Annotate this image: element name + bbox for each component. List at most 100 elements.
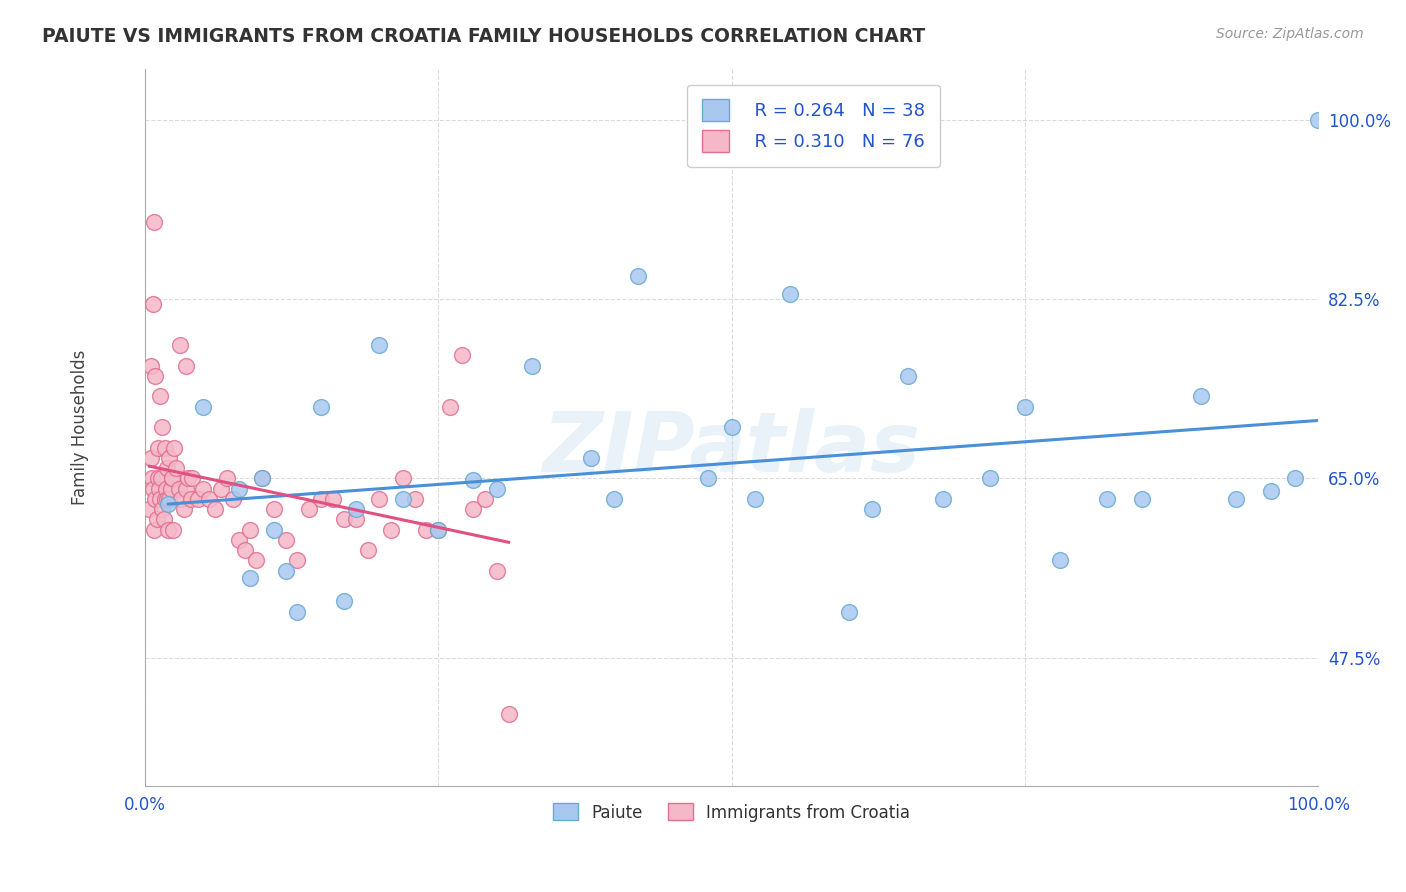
Point <box>157 523 180 537</box>
Point <box>156 491 179 506</box>
Point <box>309 400 332 414</box>
Point <box>150 471 173 485</box>
Point <box>1049 553 1071 567</box>
Point <box>498 707 520 722</box>
Point <box>274 564 297 578</box>
Point <box>744 491 766 506</box>
Point <box>146 471 169 485</box>
Point <box>152 512 174 526</box>
Point <box>1308 112 1330 127</box>
Point <box>159 491 181 506</box>
Point <box>380 523 402 537</box>
Point <box>239 571 262 585</box>
Point <box>860 502 883 516</box>
Text: PAIUTE VS IMMIGRANTS FROM CROATIA FAMILY HOUSEHOLDS CORRELATION CHART: PAIUTE VS IMMIGRANTS FROM CROATIA FAMILY… <box>42 27 925 45</box>
Point <box>141 471 163 485</box>
Point <box>143 368 166 383</box>
Point <box>152 420 174 434</box>
Point <box>474 491 496 506</box>
Point <box>166 461 188 475</box>
Point <box>153 441 176 455</box>
Point <box>896 368 918 383</box>
Point <box>404 491 426 506</box>
Point <box>427 523 450 537</box>
Point <box>139 359 162 373</box>
Point <box>333 512 356 526</box>
Point <box>1014 400 1036 414</box>
Point <box>463 474 485 488</box>
Point <box>233 543 256 558</box>
Point <box>779 287 801 301</box>
Point <box>187 491 209 506</box>
Point <box>263 523 285 537</box>
Point <box>143 491 166 506</box>
Point <box>979 471 1001 485</box>
Point <box>1130 491 1153 506</box>
Point <box>156 461 179 475</box>
Point <box>309 491 332 506</box>
Point <box>603 491 626 506</box>
Point <box>1189 389 1212 403</box>
Legend: Paiute, Immigrants from Croatia: Paiute, Immigrants from Croatia <box>540 790 924 835</box>
Point <box>159 482 181 496</box>
Point <box>368 491 391 506</box>
Point <box>263 502 285 516</box>
Point <box>427 523 450 537</box>
Point <box>142 297 165 311</box>
Point <box>155 482 177 496</box>
Point <box>160 471 183 485</box>
Point <box>485 482 508 496</box>
Point <box>344 502 367 516</box>
Point <box>298 502 321 516</box>
Point <box>368 338 391 352</box>
Point <box>152 502 174 516</box>
Point <box>193 400 215 414</box>
Y-axis label: Family Households: Family Households <box>72 350 89 505</box>
Point <box>720 420 742 434</box>
Point <box>697 471 720 485</box>
Point <box>250 471 273 485</box>
Point <box>209 482 232 496</box>
Point <box>169 338 191 352</box>
Point <box>142 482 165 496</box>
Point <box>163 441 186 455</box>
Point <box>204 502 226 516</box>
Point <box>245 553 267 567</box>
Point <box>149 491 172 506</box>
Point <box>145 512 167 526</box>
Point <box>450 348 472 362</box>
Point <box>139 450 162 465</box>
Point <box>274 533 297 547</box>
Point <box>228 533 250 547</box>
Point <box>167 482 190 496</box>
Point <box>149 389 172 403</box>
Point <box>1225 491 1247 506</box>
Point <box>415 523 437 537</box>
Point <box>180 471 202 485</box>
Point <box>180 491 202 506</box>
Point <box>392 471 415 485</box>
Point <box>1284 471 1306 485</box>
Point <box>138 502 160 516</box>
Point <box>193 482 215 496</box>
Point <box>1095 491 1118 506</box>
Point <box>177 471 200 485</box>
Text: Source: ZipAtlas.com: Source: ZipAtlas.com <box>1216 27 1364 41</box>
Point <box>146 441 169 455</box>
Point <box>162 523 184 537</box>
Point <box>932 491 955 506</box>
Point <box>250 471 273 485</box>
Point <box>143 215 166 229</box>
Point <box>579 450 602 465</box>
Point <box>463 502 485 516</box>
Point <box>322 491 344 506</box>
Point <box>285 553 308 567</box>
Point <box>485 564 508 578</box>
Point <box>173 502 195 516</box>
Point <box>143 523 166 537</box>
Point <box>215 471 238 485</box>
Point <box>198 491 221 506</box>
Point <box>157 497 180 511</box>
Point <box>285 605 308 619</box>
Point <box>838 605 860 619</box>
